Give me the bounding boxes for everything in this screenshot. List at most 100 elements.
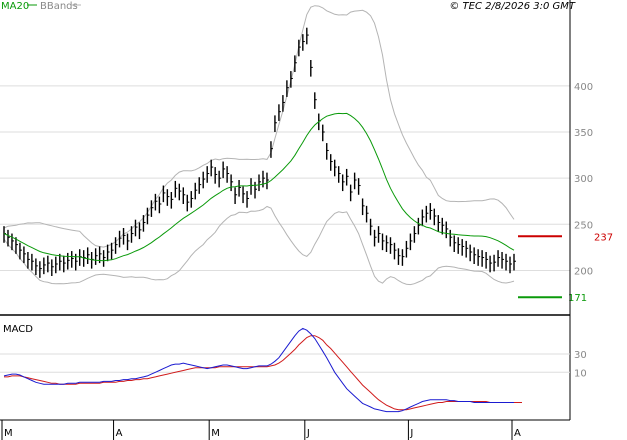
price-bar [226,166,230,183]
price-bar [306,27,309,45]
price-bar [86,247,90,264]
price-bar [71,251,74,268]
price-bar [286,80,289,97]
price-bar [146,207,150,225]
price-y-tick-label: 300 [574,174,593,185]
macd-signal-line [4,335,522,411]
macd-y-tick-label: 10 [574,368,587,379]
price-bar [118,230,122,248]
price-bar [258,174,261,192]
x-tick-label: A [116,428,123,439]
price-bar [465,240,469,258]
price-bar [461,239,465,256]
price-bar [349,184,353,202]
price-bar [441,217,445,235]
legend-ma20-label: MA20 [1,1,29,12]
price-bar [218,170,222,188]
price-bar [266,172,269,190]
price-bar [345,168,349,186]
price-bar [262,170,265,188]
price-bar [469,244,473,262]
price-bar [174,180,178,198]
price-bar [27,252,30,269]
price-bar [389,237,393,254]
price-bar [194,182,198,200]
price-bar [214,167,218,184]
x-tick-label: M [4,428,13,439]
price-bar [381,233,385,251]
bollinger-upper-band [3,5,515,248]
price-bar [63,255,66,273]
price-grid [0,85,570,271]
x-tick-label: M [211,428,220,439]
price-bar [7,229,10,247]
price-bar [15,237,18,254]
price-bar [234,187,238,204]
x-tick-label: J [409,428,413,439]
price-bar [361,198,365,216]
price-bar [126,233,130,251]
macd-panel: MACD 10 30 [0,324,587,413]
price-bar [47,255,50,273]
price-bar [51,259,54,276]
price-bar [110,242,114,260]
price-bar [190,191,194,208]
price-bar [377,226,381,243]
price-bar [365,205,369,223]
price-bar [170,192,174,209]
price-bar [106,244,110,262]
price-bar [330,154,333,171]
price-bar [206,166,210,183]
price-bar [102,250,106,267]
price-bar [250,178,254,195]
price-bar [55,256,58,274]
price-bar [453,235,457,252]
price-bar [314,92,317,109]
price-bar [405,240,409,258]
price-bar [166,189,170,206]
price-bar [274,115,277,132]
price-bar [202,171,206,189]
price-y-tick-label: 250 [574,220,593,231]
price-bar [497,250,501,267]
price-bar [19,242,22,260]
resistance-label: 237 [594,232,613,243]
price-bar [94,248,98,265]
x-tick-label: J [306,428,310,439]
price-bar [230,174,234,192]
ma20-line [3,112,515,262]
price-bar [294,55,297,72]
price-bar [198,177,202,194]
price-bar [278,104,281,121]
price-bar [429,203,433,220]
macd-y-axis: 10 30 [574,350,587,379]
price-bar [186,194,190,212]
price-bar [242,186,246,204]
price-y-tick-label: 200 [574,266,593,277]
price-bar [493,254,497,272]
price-bar [501,252,505,269]
price-bar [397,248,401,265]
price-bar [489,255,493,273]
price-bar [246,191,250,208]
chart-legend: MA20 BBands [1,1,81,12]
price-bar [154,193,158,211]
price-bar [11,233,14,251]
price-bar [413,226,417,243]
price-bar [158,196,162,214]
price-bar [182,187,186,204]
x-tick-label: A [514,428,521,439]
price-bar [23,246,26,264]
bollinger-lower-band [3,205,515,286]
price-bars [3,27,516,278]
price-bar [433,208,437,226]
price-bar [334,159,337,177]
price-bar [210,159,214,177]
price-bar [341,174,345,192]
price-bar [302,34,305,51]
price-bar [162,185,166,203]
price-bar [138,222,142,240]
price-bar [357,178,361,195]
price-y-tick-label: 350 [574,128,593,139]
price-bar [337,166,341,183]
